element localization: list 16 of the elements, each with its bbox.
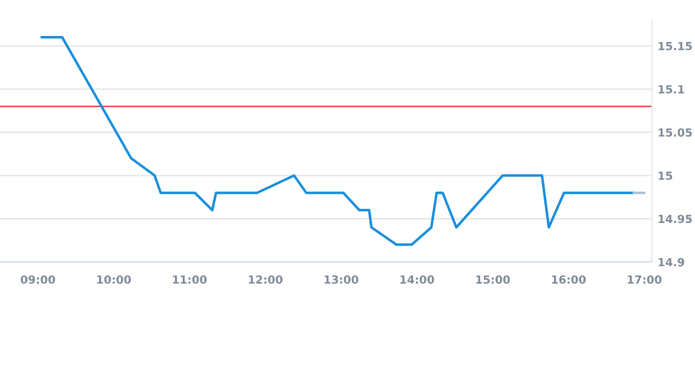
y-tick-label: 15 (658, 172, 672, 180)
x-tick-label: 17:00 (628, 275, 662, 284)
x-tick-label: 11:00 (173, 275, 207, 284)
y-tick-label: 15.15 (658, 42, 692, 50)
x-tick-label: 14:00 (400, 275, 434, 284)
y-tick-label: 15.05 (658, 128, 692, 137)
y-tick-label: 15.1 (658, 85, 684, 94)
x-tick-label: 12:00 (248, 275, 282, 284)
x-tick-label: 10:00 (97, 275, 131, 284)
y-tick-label: 14.9 (658, 258, 684, 266)
x-tick-label: 13:00 (324, 275, 358, 284)
x-tick-label: 15:00 (476, 275, 510, 284)
x-tick-label: 09:00 (20, 275, 56, 284)
x-tick-label: 16:00 (552, 275, 586, 284)
y-tick-label: 14.95 (658, 214, 692, 224)
line-series (40, 36, 635, 246)
